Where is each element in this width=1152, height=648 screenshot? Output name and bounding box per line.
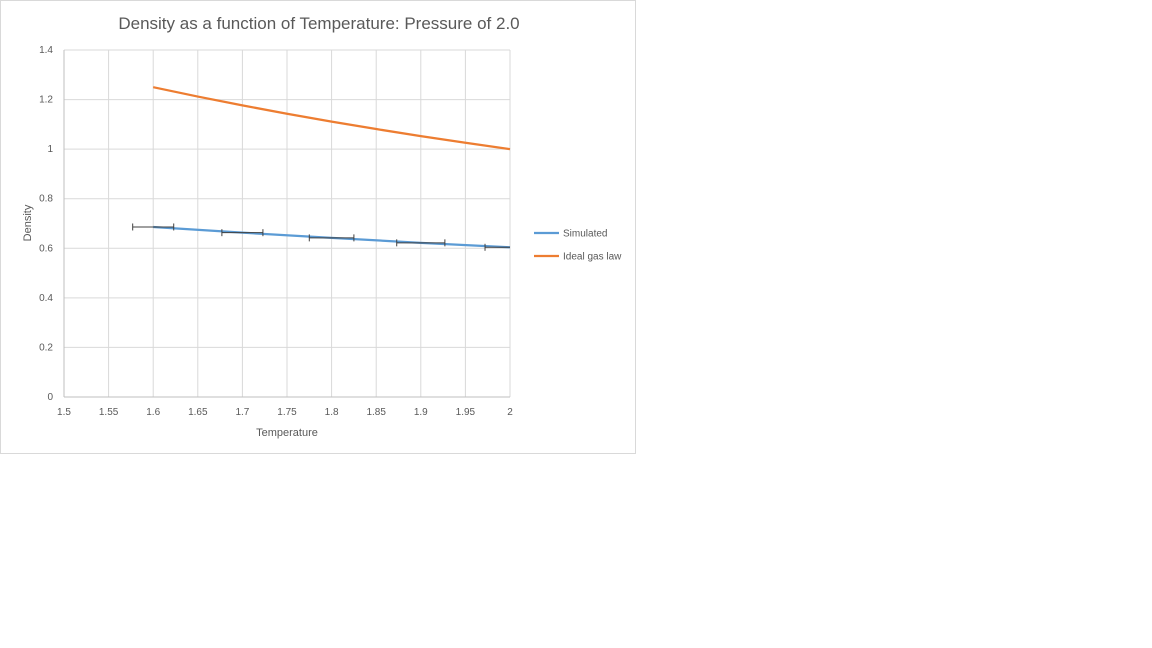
- grid-layer: [63, 49, 511, 398]
- x-tick-label: 1.8: [325, 407, 339, 418]
- chart-title: Density as a function of Temperature: Pr…: [118, 14, 519, 33]
- x-tick-label: 1.85: [366, 407, 386, 418]
- x-tick-label: 1.9: [414, 407, 428, 418]
- y-tick-label: 0.2: [39, 342, 53, 353]
- x-tick-label: 1.6: [146, 407, 160, 418]
- x-tick-label: 1.55: [99, 407, 119, 418]
- y-axis-title: Density: [22, 204, 34, 241]
- y-tick-label: 1: [47, 144, 53, 155]
- chart-svg: Density as a function of Temperature: Pr…: [22, 14, 622, 439]
- y-tick-label: 1.4: [39, 45, 53, 56]
- x-tick-label: 1.75: [277, 407, 297, 418]
- x-tick-label: 2: [507, 407, 513, 418]
- y-tick-label: 0.6: [39, 243, 53, 254]
- x-tick-label: 1.65: [188, 407, 208, 418]
- y-tick-label: 1.2: [39, 95, 53, 106]
- y-tick-label: 0.4: [39, 293, 53, 304]
- y-tick-label: 0: [47, 392, 53, 403]
- tick-labels: 1.5 1.55 1.6 1.65 1.7 1.75 1.8 1.85 1.9 1.95 2 0 0.2…: [39, 45, 513, 418]
- y-tick-label: 0.8: [39, 194, 53, 205]
- series-layer: [132, 86, 511, 251]
- x-tick-label: 1.7: [235, 407, 249, 418]
- chart-frame: Density as a function of Temperature: Pr…: [0, 0, 636, 454]
- legend: Simulated Ideal gas law: [534, 229, 622, 263]
- x-tick-label: 1.5: [57, 407, 71, 418]
- x-tick-label: 1.95: [456, 407, 476, 418]
- legend-label-simulated: Simulated: [563, 229, 607, 240]
- x-axis-title: Temperature: [256, 427, 318, 439]
- series-line-ideal-gas-law: [152, 86, 511, 151]
- legend-label-ideal-gas-law: Ideal gas law: [563, 252, 622, 263]
